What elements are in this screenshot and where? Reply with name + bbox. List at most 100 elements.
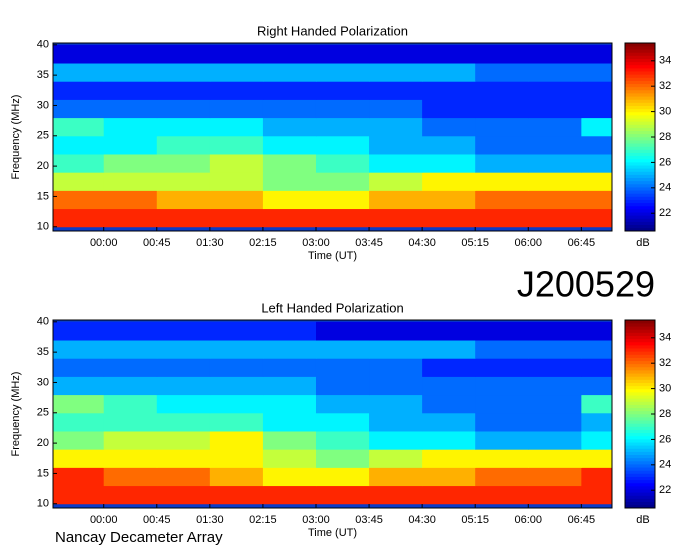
- heatmap-cell: [475, 117, 529, 137]
- colorbar-band: [625, 501, 655, 506]
- colorbar-tick-label: 24: [659, 182, 671, 194]
- heatmap-cell: [156, 430, 211, 450]
- chart-title: Right Handed Polarization: [257, 23, 408, 38]
- colorbar-band: [625, 55, 655, 59]
- colorbar-band: [625, 372, 655, 377]
- heatmap-cell: [315, 321, 370, 341]
- heatmap-cell: [103, 358, 158, 377]
- colorbar-band: [625, 338, 655, 343]
- colorbar-band: [625, 77, 655, 81]
- colorbar-band: [625, 335, 655, 340]
- heatmap-cell: [475, 135, 529, 155]
- heatmap-cell: [103, 321, 158, 341]
- colorbar-band: [625, 413, 655, 418]
- heatmap-cell: [103, 485, 158, 505]
- heatmap-cell: [528, 430, 582, 450]
- colorbar-band: [625, 168, 655, 172]
- heatmap-cell: [156, 376, 211, 396]
- colorbar-band: [625, 322, 655, 327]
- heatmap-cell: [53, 81, 105, 100]
- colorbar-band: [625, 360, 655, 365]
- colorbar-band: [625, 366, 655, 371]
- colorbar-band: [625, 419, 655, 424]
- x-tick-label: 06:45: [568, 237, 596, 249]
- heatmap-cell: [422, 44, 476, 64]
- colorbar-band: [625, 196, 655, 200]
- heatmap-cell: [422, 81, 476, 100]
- heatmap-cell: [528, 485, 582, 505]
- colorbar-band: [625, 102, 655, 106]
- heatmap-cell: [262, 99, 317, 119]
- heatmap-cell: [209, 358, 264, 377]
- plot-frame: [52, 42, 613, 232]
- colorbar-band: [625, 218, 655, 222]
- heatmap-cell: [369, 190, 423, 210]
- colorbar-band: [625, 205, 655, 210]
- colorbar-band: [625, 95, 655, 100]
- heatmap-cell: [103, 467, 158, 487]
- colorbar-band: [625, 136, 655, 141]
- colorbar-band: [625, 329, 655, 333]
- y-tick-label: 25: [37, 130, 49, 142]
- colorbar-band: [625, 407, 655, 412]
- heatmap-cell: [262, 172, 317, 191]
- x-tick-label: 03:00: [302, 237, 330, 249]
- heatmap-cell: [528, 376, 582, 396]
- heatmap-cell: [209, 485, 264, 505]
- colorbar-band: [625, 67, 655, 72]
- colorbar-band: [625, 429, 655, 434]
- heatmap-cell: [528, 117, 582, 137]
- y-tick-label: 20: [37, 437, 49, 449]
- heatmap-cell: [262, 376, 317, 396]
- heatmap-cell: [262, 63, 317, 82]
- x-tick-label: 05:15: [461, 237, 489, 249]
- colorbar-band: [625, 466, 655, 471]
- colorbar-band: [625, 202, 655, 207]
- colorbar-band: [625, 482, 655, 487]
- heatmap-cell: [103, 117, 158, 137]
- colorbar-band: [625, 199, 655, 204]
- heatmap-cell: [209, 430, 264, 450]
- colorbar-band: [625, 174, 655, 179]
- heatmap-cell: [422, 394, 476, 414]
- heatmap-cell: [528, 449, 582, 468]
- colorbar-band: [625, 363, 655, 368]
- heatmap-cell: [209, 44, 264, 64]
- heatmap-cell: [53, 340, 105, 359]
- heatmap-cell: [369, 117, 423, 137]
- heatmap-cell: [369, 376, 423, 396]
- heatmap-cell: [422, 99, 476, 119]
- heatmap-cell: [103, 449, 158, 468]
- colorbar-tick-label: 22: [659, 484, 671, 496]
- heatmap-cell: [475, 467, 529, 487]
- y-tick-label: 35: [37, 346, 49, 358]
- colorbar-band: [625, 86, 655, 91]
- colorbar-band: [625, 319, 655, 324]
- heatmap-cell: [53, 135, 105, 155]
- heatmap-cell: [262, 44, 317, 64]
- heatmap-cell: [369, 467, 423, 487]
- heatmap-cell: [422, 467, 476, 487]
- colorbar-band: [625, 158, 655, 163]
- heatmap-cell: [422, 117, 476, 137]
- heatmap-cell: [53, 44, 105, 64]
- heatmap-cell: [369, 430, 423, 450]
- heatmap-cell: [581, 190, 613, 210]
- heatmap-cell: [156, 153, 211, 173]
- heatmap-cell: [156, 172, 211, 191]
- heatmap-cell: [315, 44, 370, 64]
- colorbar-band: [625, 171, 655, 175]
- heatmap-cell: [315, 172, 370, 191]
- heatmap-cell: [262, 485, 317, 505]
- heatmap-cell: [53, 449, 105, 468]
- heatmap-cell: [156, 394, 211, 414]
- x-tick-label: 06:00: [515, 514, 543, 526]
- colorbar-band: [625, 394, 655, 399]
- heatmap-cell: [156, 412, 211, 432]
- heatmap-cell: [422, 449, 476, 468]
- heatmap-cell: [475, 376, 529, 396]
- y-tick-label: 40: [37, 316, 49, 328]
- colorbar-band: [625, 89, 655, 94]
- colorbar-band: [625, 180, 655, 185]
